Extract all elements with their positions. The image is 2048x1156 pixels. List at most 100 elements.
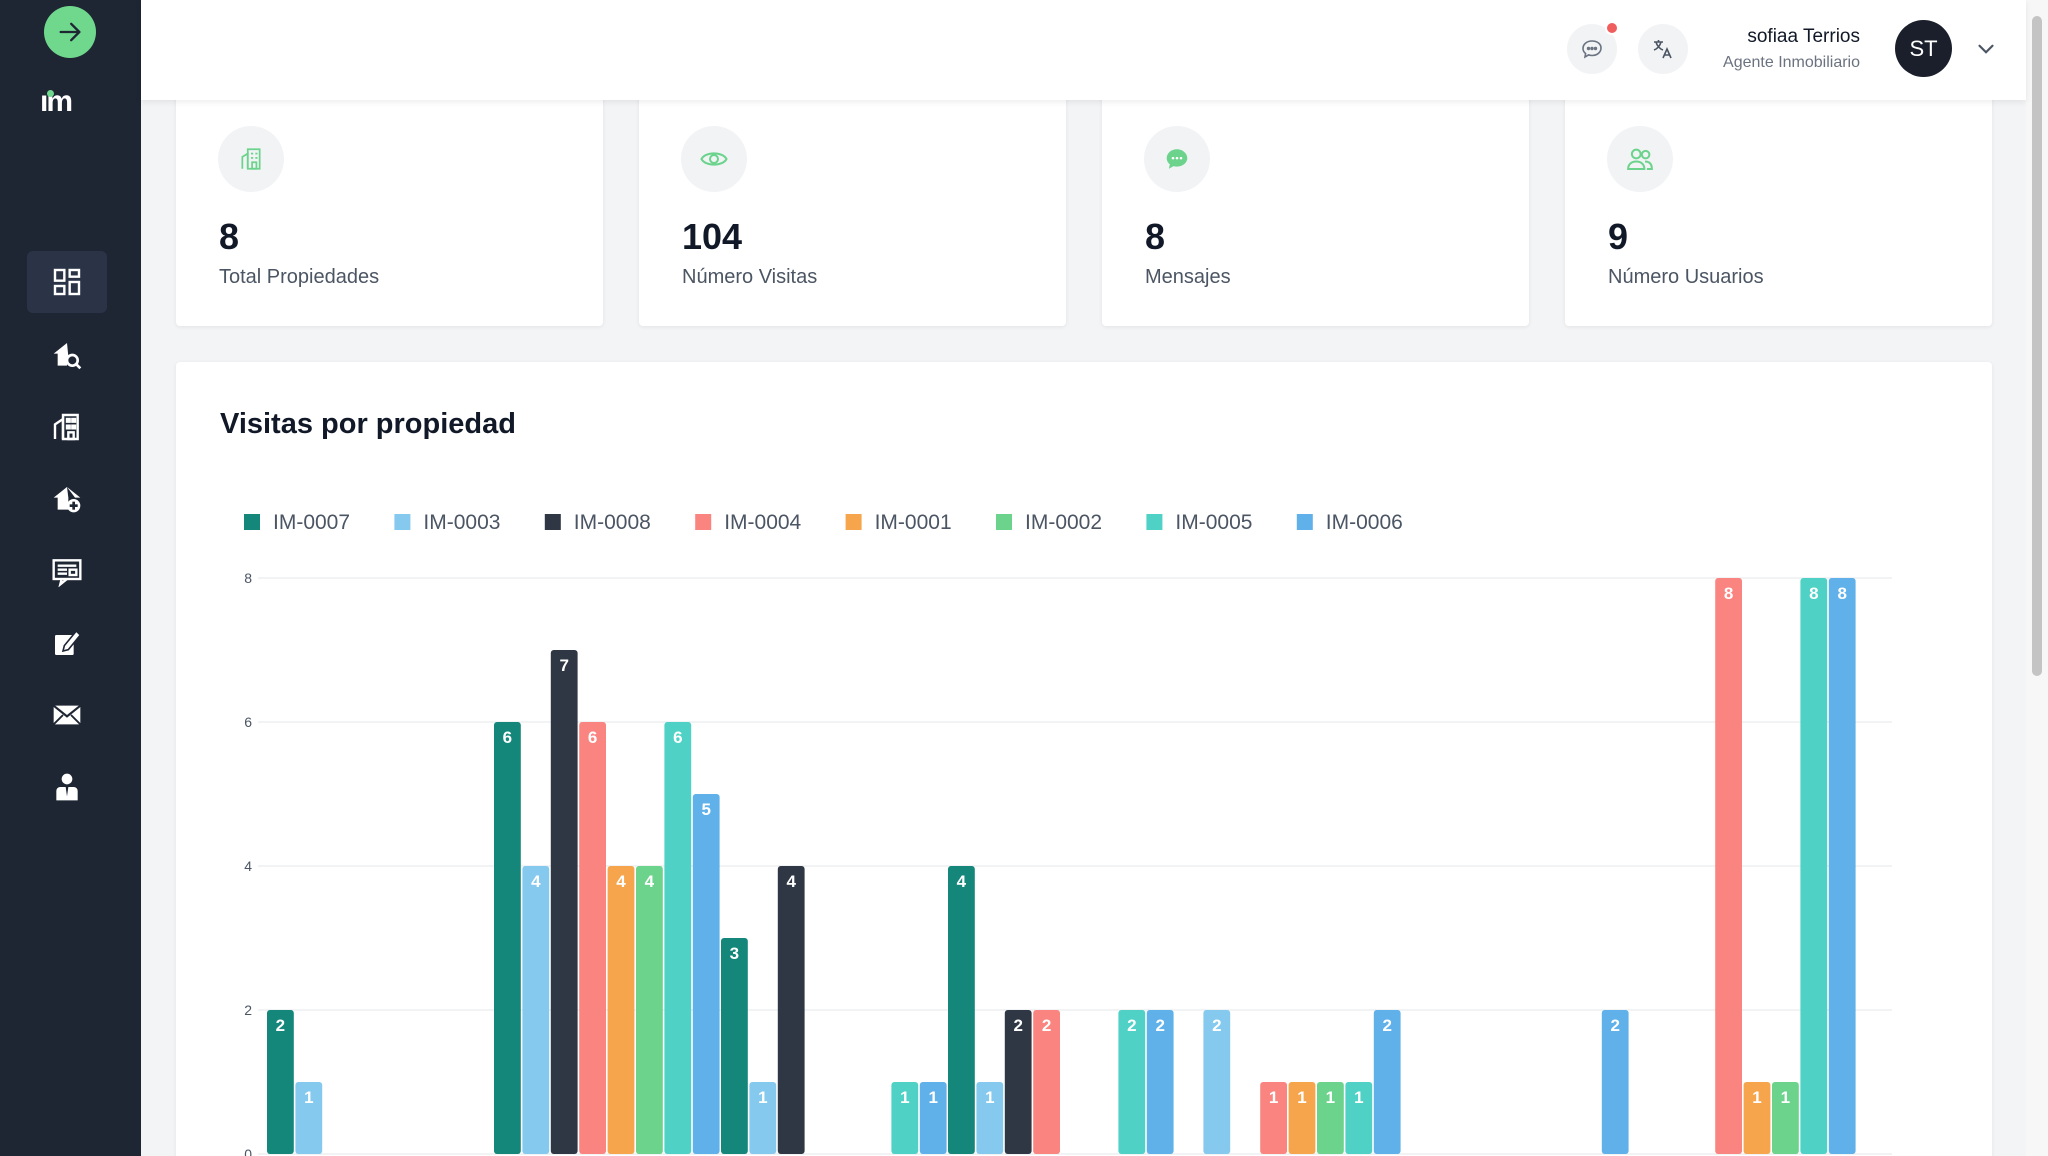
bar-value-label: 7 [559,656,568,675]
sidebar: ım [0,0,141,1156]
translate-button[interactable] [1638,24,1688,74]
stat-value: 8 [1145,216,1166,257]
sidebar-item-messages[interactable] [27,684,107,746]
chart-bar [1828,578,1856,1154]
users-icon [1607,126,1673,192]
agent-icon [56,773,78,801]
home-add-icon [53,487,81,513]
bar-value-label: 1 [1354,1088,1363,1107]
eye-icon [681,126,747,192]
sidebar-item-edit[interactable] [27,612,107,674]
chart-bar [579,722,606,1154]
stat-card-users: 9 Número Usuarios [1565,70,1992,326]
scrollbar-thumb[interactable] [2032,16,2042,676]
bar-value-label: 1 [1326,1088,1335,1107]
legend-swatch [244,514,260,530]
visits-bar-chart: 0 2 4 6 8 IM-0007 IM-0003 IM-0008 IM-0004 IM-0001… [244,511,1892,1156]
bar-value-label: 6 [673,728,682,747]
bar-value-label: 2 [1013,1016,1022,1035]
avatar[interactable]: ST [1895,20,1952,77]
chart-bar [494,722,521,1154]
bar-value-label: 1 [928,1088,937,1107]
chart-bar [522,866,550,1154]
building-icon [218,126,284,192]
legend-label: IM-0003 [423,511,500,534]
chart-bar [664,722,692,1154]
sidebar-item-listings[interactable] [27,540,107,602]
sidebar-item-dashboard[interactable] [27,251,107,313]
legend-swatch [394,514,411,530]
bar-value-label: 3 [730,944,739,963]
chart-bar [1203,1010,1231,1154]
chart-bar [721,938,748,1154]
bar-value-label: 1 [900,1088,909,1107]
listings-icon [52,559,82,587]
legend-label: IM-0005 [1175,511,1252,534]
home-search-icon [53,343,82,370]
top-header: sofiaa Terrios Agente Inmobiliario ST [141,0,2026,100]
user-role: Agente Inmobiliario [1723,54,1860,71]
stat-label: Mensajes [1145,266,1231,288]
dashboard-icon [53,268,81,296]
edit-icon [55,629,82,655]
chart-bar [919,1082,947,1154]
building-icon [53,413,79,441]
chart-bar [1118,1010,1146,1154]
chart-bar [607,866,635,1154]
stat-label: Número Visitas [682,266,818,288]
bar-value-label: 8 [1837,584,1846,603]
sidebar-item-add-property[interactable] [27,468,107,530]
chart-bar [1601,1010,1629,1154]
chat-icon [1144,126,1210,192]
bar-value-label: 8 [1724,584,1733,603]
chart-bar [891,1082,919,1154]
chart-bar [1033,1010,1060,1154]
chevron-down-icon[interactable] [1973,36,1999,62]
stat-card-total-properties: 8 Total Propiedades [176,70,603,326]
chart-title: Visitas por propiedad [220,408,516,440]
chart-bar [1715,578,1742,1154]
bar-value-label: 1 [1269,1088,1278,1107]
legend-label: IM-0006 [1326,511,1403,534]
bar-value-label: 6 [503,728,512,747]
chart-bar [1345,1082,1373,1154]
stat-label: Número Usuarios [1608,266,1764,288]
legend-label: IM-0001 [875,511,952,534]
sidebar-item-search-properties[interactable] [27,324,107,386]
chart-bar [1004,1010,1032,1154]
y-tick-label: 2 [244,1002,252,1018]
bar-value-label: 4 [786,872,796,891]
y-tick-label: 0 [244,1146,252,1156]
stat-card-messages: 8 Mensajes [1102,70,1529,326]
envelope-icon [53,704,81,725]
sidebar-item-agents[interactable] [27,756,107,818]
chart-bar [948,866,975,1154]
chart-bar [1373,1010,1401,1154]
chart-bar [1800,578,1828,1154]
legend-swatch [1296,514,1313,530]
bar-value-label: 2 [1127,1016,1136,1035]
bar-value-label: 2 [1155,1016,1164,1035]
legend-swatch [996,514,1012,530]
user-name: sofiaa Terrios [1747,26,1860,47]
legend-label: IM-0008 [574,511,651,534]
chart-bar [1288,1082,1316,1154]
legend-label: IM-0004 [724,511,801,534]
bar-value-label: 8 [1809,584,1818,603]
chart-bar [1743,1082,1771,1154]
bar-value-label: 4 [616,872,626,891]
page-scrollbar[interactable] [2026,0,2048,1156]
chart-bar [1772,1082,1799,1154]
chart-bar [1317,1082,1344,1154]
sidebar-toggle-button[interactable] [44,6,96,58]
app-logo[interactable]: ım [40,85,73,118]
translate-icon [1653,40,1672,59]
legend-swatch [544,514,561,530]
y-tick-label: 6 [244,714,252,730]
sidebar-item-properties[interactable] [27,396,107,458]
bar-value-label: 1 [304,1088,313,1107]
y-tick-label: 8 [244,570,252,586]
chart-bar [976,1082,1004,1154]
chart-bar [295,1082,323,1154]
legend-swatch [1146,514,1163,530]
